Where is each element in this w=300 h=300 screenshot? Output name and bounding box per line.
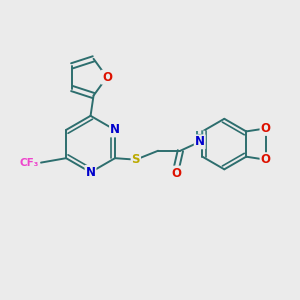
Text: H: H [195,131,204,142]
Text: O: O [260,153,271,166]
Text: O: O [260,122,271,135]
Text: N: N [195,135,205,148]
Text: S: S [132,153,140,166]
Text: O: O [102,71,112,84]
Text: N: N [85,166,96,179]
Text: N: N [110,123,120,136]
Text: O: O [171,167,181,179]
Text: CF₃: CF₃ [20,158,39,168]
